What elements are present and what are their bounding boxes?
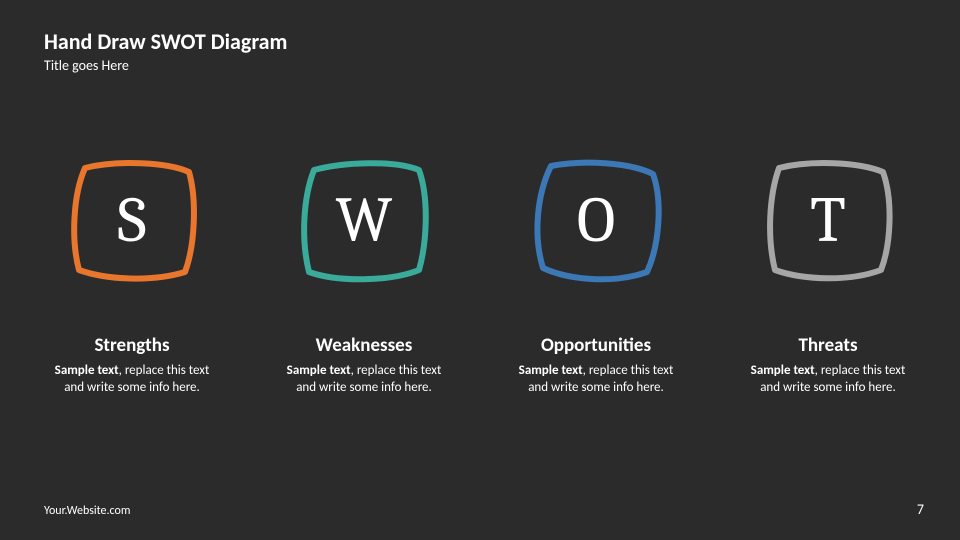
- swot-label: Threats: [798, 334, 857, 357]
- swot-letter: W: [336, 188, 393, 252]
- swot-letter: T: [810, 188, 846, 252]
- swot-row: S Strengths Sample text, replace this te…: [0, 150, 960, 397]
- swot-letter: S: [118, 188, 147, 252]
- swot-label: Opportunities: [541, 334, 651, 357]
- page-subtitle: Title goes Here: [44, 57, 287, 74]
- swot-desc: Sample text, replace this text and write…: [511, 363, 681, 397]
- swot-box-w: W: [289, 150, 439, 290]
- swot-desc: Sample text, replace this text and write…: [47, 363, 217, 397]
- swot-label: Weaknesses: [316, 334, 413, 357]
- footer-website: Your.Website.com: [44, 504, 130, 518]
- swot-box-o: O: [521, 150, 671, 290]
- title-block: Hand Draw SWOT Diagram Title goes Here: [44, 28, 287, 74]
- swot-col-weaknesses: W Weaknesses Sample text, replace this t…: [264, 150, 464, 397]
- swot-label: Strengths: [94, 334, 169, 357]
- swot-desc: Sample text, replace this text and write…: [279, 363, 449, 397]
- swot-box-t: T: [753, 150, 903, 290]
- page-number: 7: [917, 501, 924, 518]
- swot-col-opportunities: O Opportunities Sample text, replace thi…: [496, 150, 696, 397]
- swot-desc: Sample text, replace this text and write…: [743, 363, 913, 397]
- page-title: Hand Draw SWOT Diagram: [44, 28, 287, 55]
- swot-col-threats: T Threats Sample text, replace this text…: [728, 150, 928, 397]
- swot-col-strengths: S Strengths Sample text, replace this te…: [32, 150, 232, 397]
- swot-letter: O: [577, 188, 615, 252]
- swot-box-s: S: [57, 150, 207, 290]
